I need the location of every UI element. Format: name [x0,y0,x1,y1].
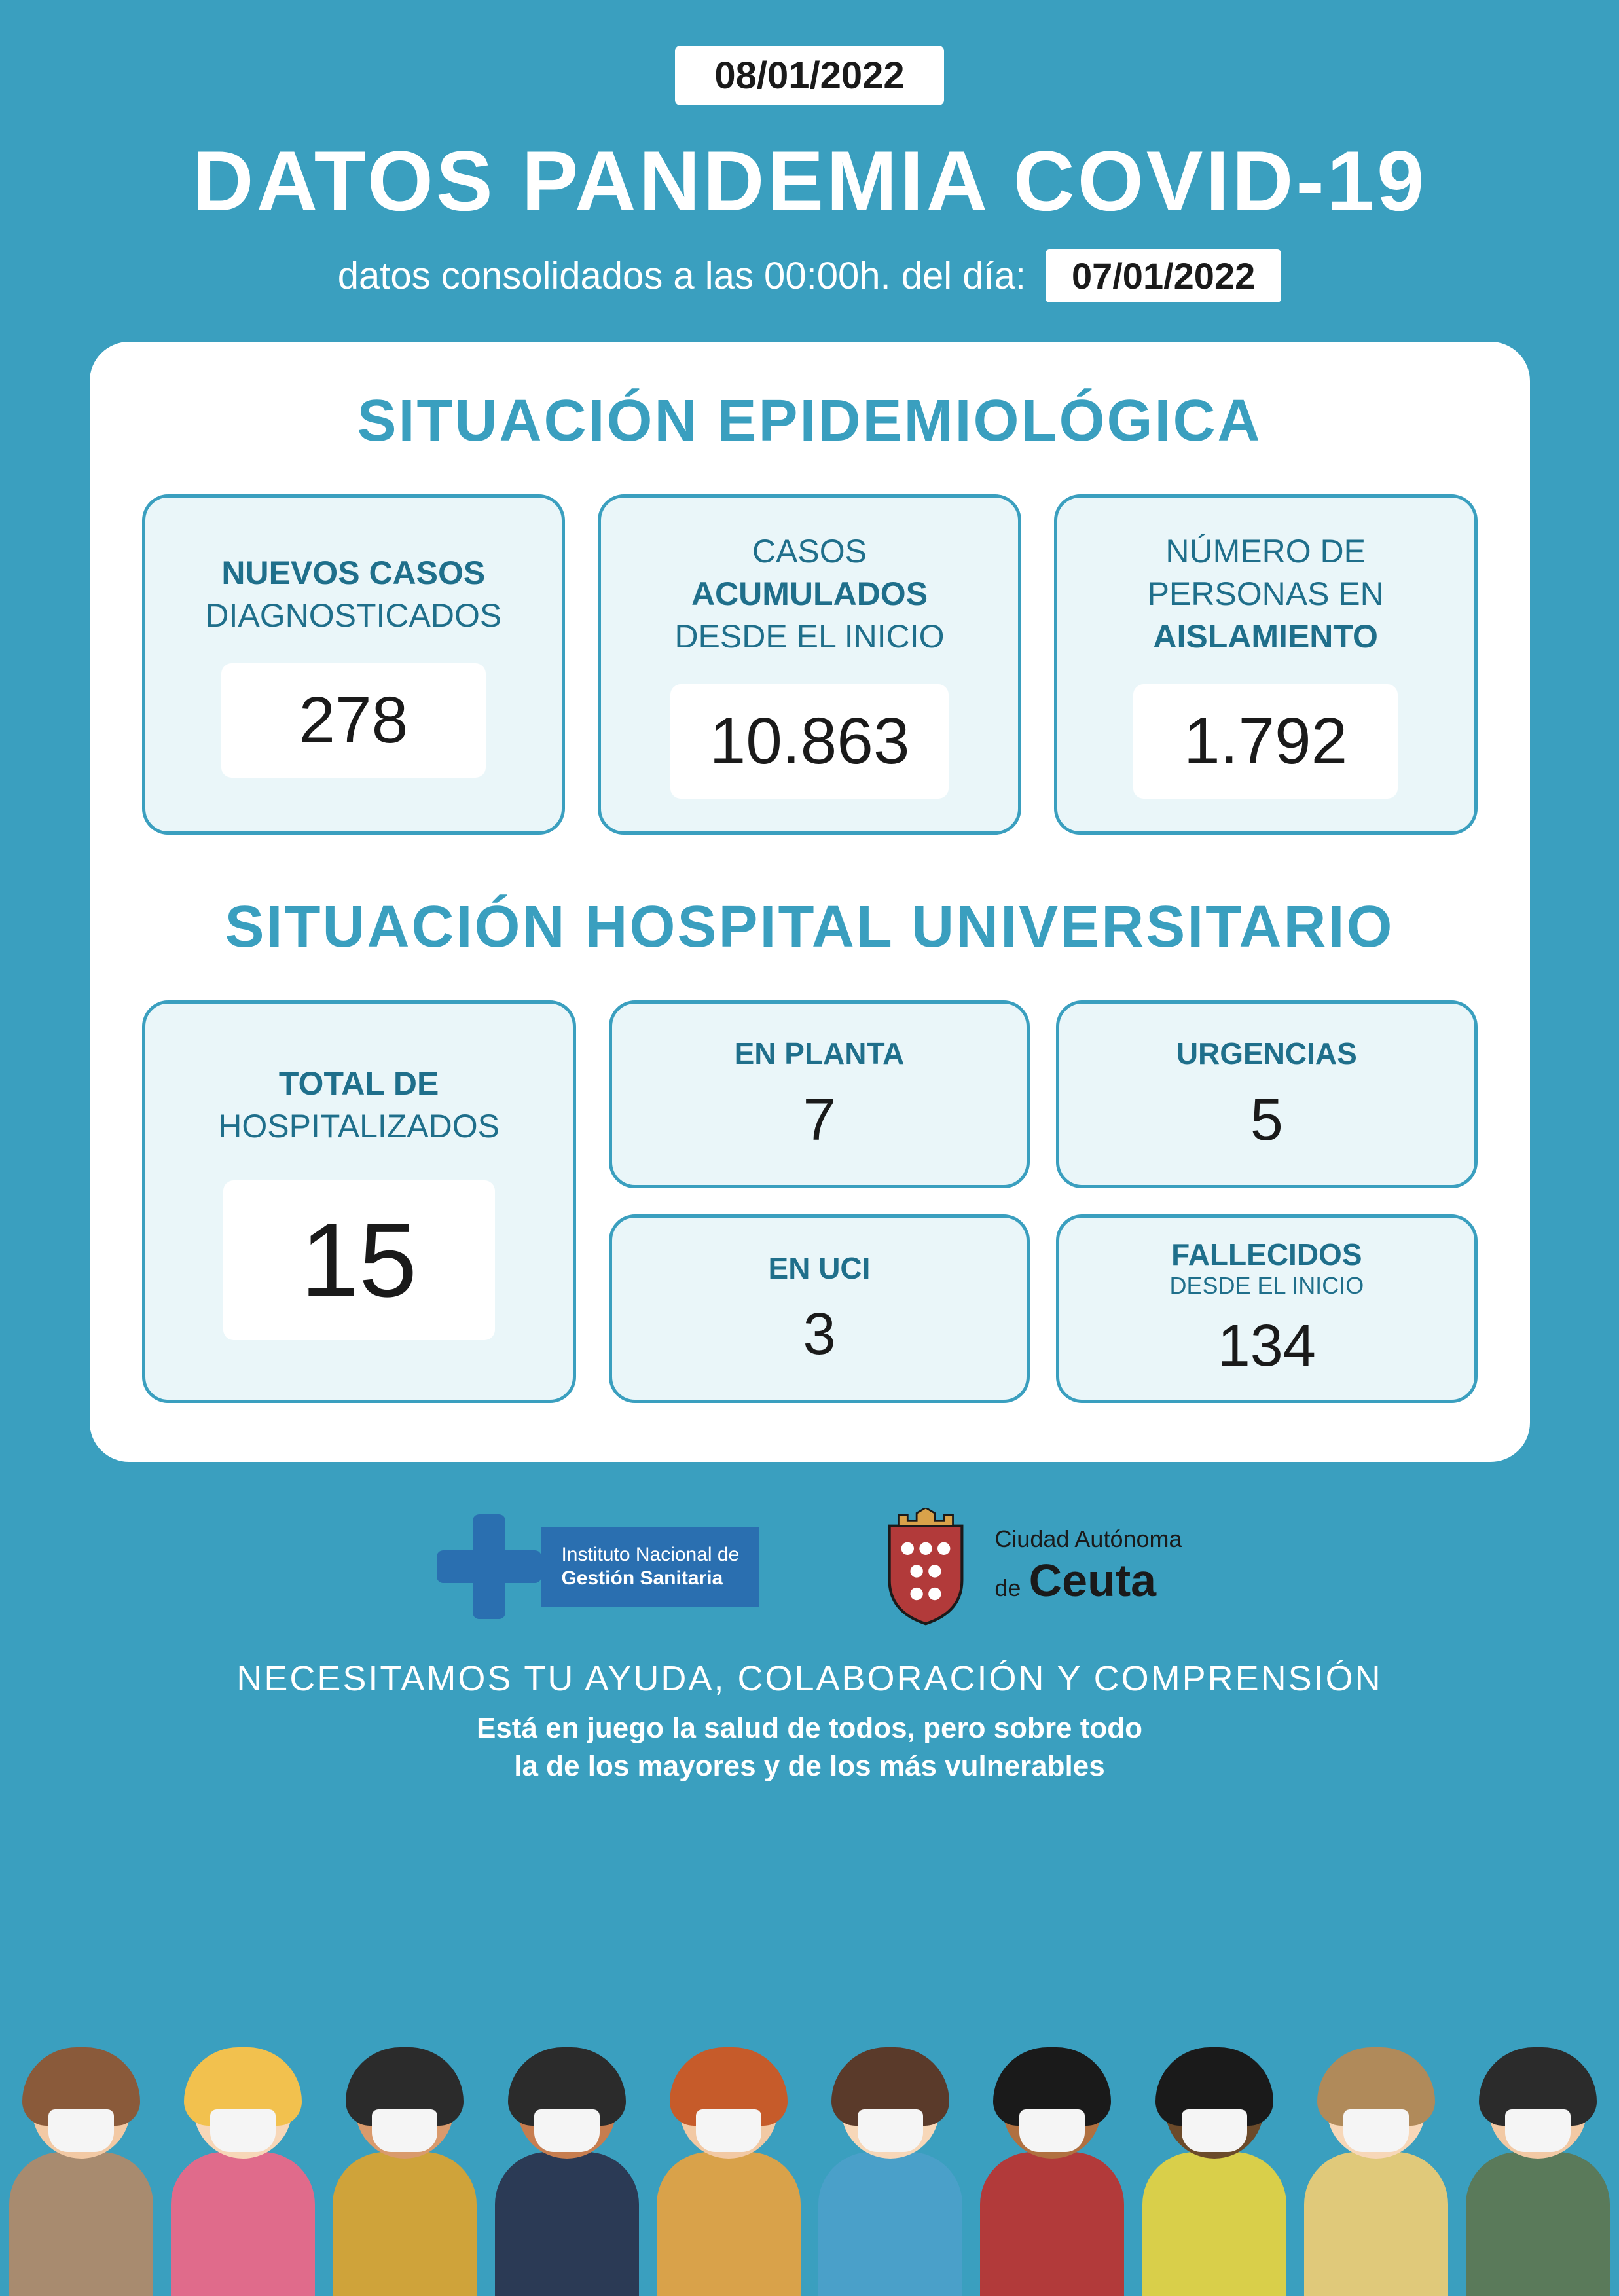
label-line: FALLECIDOS [1169,1237,1364,1272]
label-line: DESDE EL INICIO [674,615,944,658]
value-wrap: 1.792 [1133,684,1398,799]
subtitle-row: datos consolidados a las 00:00h. del día… [338,249,1281,302]
person-icon [650,2060,807,2296]
people-illustration [0,2021,1619,2296]
hosp-section-title: SITUACIÓN HOSPITAL UNIVERSITARIO [142,894,1478,961]
label-line: ACUMULADOS [674,573,944,615]
stat-value: 1.792 [1184,704,1347,778]
footer-message: NECESITAMOS TU AYUDA, COLABORACIÓN Y COM… [236,1658,1382,1783]
ceuta-de: de [994,1575,1021,1601]
value-wrap: 278 [221,663,486,778]
epi-box-aislamiento: NÚMERO DE PERSONAS EN AISLAMIENTO 1.792 [1054,494,1478,835]
hosp-box-fallecidos: FALLECIDOS DESDE EL INICIO 134 [1056,1214,1477,1402]
subtitle-text: datos consolidados a las 00:00h. del día… [338,254,1026,298]
label-line: DESDE EL INICIO [1169,1272,1364,1299]
value-wrap: 10.863 [670,684,949,799]
logo-ingesa: Instituto Nacional de Gestión Sanitaria [437,1514,759,1619]
epi-label: NUEVOS CASOS DIAGNOSTICADOS [205,552,501,637]
stat-value: 278 [299,683,408,757]
stat-value: 134 [1218,1313,1316,1380]
label-line: NÚMERO DE [1148,530,1384,573]
hosp-label: TOTAL DE HOSPITALIZADOS [218,1063,500,1148]
data-date-pill: 07/01/2022 [1046,249,1281,302]
label-line: AISLAMIENTO [1148,615,1384,658]
report-date-pill: 08/01/2022 [675,46,943,105]
stat-value: 5 [1250,1087,1283,1154]
hosp-total-col: TOTAL DE HOSPITALIZADOS 15 [142,1000,576,1403]
footer-line2: Está en juego la salud de todos, pero so… [236,1712,1382,1745]
person-icon [1459,2060,1616,2296]
label-line: PERSONAS EN [1148,573,1384,615]
ingesa-line1: Instituto Nacional de [561,1543,739,1567]
ingesa-line2: Gestión Sanitaria [561,1567,739,1590]
ceuta-shield-icon [877,1508,975,1626]
person-icon [1136,2060,1293,2296]
epi-section-title: SITUACIÓN EPIDEMIOLÓGICA [142,388,1478,455]
label-line: NUEVOS CASOS [205,552,501,594]
label-line: HOSPITALIZADOS [218,1105,500,1148]
person-icon [973,2060,1131,2296]
stat-value: 3 [803,1301,835,1368]
person-icon [326,2060,483,2296]
ceuta-text: Ciudad Autónoma de Ceuta [994,1525,1182,1608]
ingesa-cross-icon [437,1514,541,1619]
epi-label: NÚMERO DE PERSONAS EN AISLAMIENTO [1148,530,1384,658]
person-icon [1298,2060,1455,2296]
epi-row: NUEVOS CASOS DIAGNOSTICADOS 278 CASOS AC… [142,494,1478,835]
page-title: DATOS PANDEMIA COVID-19 [192,132,1427,230]
ceuta-line1: Ciudad Autónoma [994,1525,1182,1553]
person-icon [812,2060,969,2296]
hosp-box-planta: EN PLANTA 7 [609,1000,1030,1188]
ceuta-line2: de Ceuta [994,1553,1182,1608]
epi-label: CASOS ACUMULADOS DESDE EL INICIO [674,530,944,658]
label: URGENCIAS [1176,1034,1357,1074]
ingesa-text: Instituto Nacional de Gestión Sanitaria [541,1527,759,1607]
hosp-small-grid: EN PLANTA 7 URGENCIAS 5 EN UCI 3 FALLECI… [609,1000,1478,1403]
label: FALLECIDOS DESDE EL INICIO [1169,1237,1364,1299]
infographic-page: 08/01/2022 DATOS PANDEMIA COVID-19 datos… [0,0,1619,2296]
label: EN PLANTA [735,1034,905,1074]
stat-value: 7 [803,1087,835,1154]
logo-ceuta: Ciudad Autónoma de Ceuta [877,1508,1182,1626]
stat-value: 15 [300,1201,417,1319]
hosp-box-uci: EN UCI 3 [609,1214,1030,1402]
hosp-box-total: TOTAL DE HOSPITALIZADOS 15 [142,1000,576,1403]
person-icon [164,2060,321,2296]
ceuta-city: Ceuta [1029,1555,1156,1606]
label: EN UCI [769,1249,871,1288]
label-line: TOTAL DE [218,1063,500,1105]
hosp-grid: TOTAL DE HOSPITALIZADOS 15 EN PLANTA 7 U… [142,1000,1478,1403]
stat-value: 10.863 [710,704,910,778]
label-line: CASOS [674,530,944,573]
hosp-box-urgencias: URGENCIAS 5 [1056,1000,1477,1188]
value-wrap: 15 [223,1180,495,1340]
epi-box-acumulados: CASOS ACUMULADOS DESDE EL INICIO 10.863 [598,494,1021,835]
footer-line3: la de los mayores y de los más vulnerabl… [236,1750,1382,1783]
footer-line1: NECESITAMOS TU AYUDA, COLABORACIÓN Y COM… [236,1658,1382,1699]
logos-row: Instituto Nacional de Gestión Sanitaria [437,1508,1182,1626]
person-icon [488,2060,646,2296]
main-card: SITUACIÓN EPIDEMIOLÓGICA NUEVOS CASOS DI… [90,342,1530,1462]
epi-box-nuevos: NUEVOS CASOS DIAGNOSTICADOS 278 [142,494,566,835]
person-icon [3,2060,160,2296]
label-line: DIAGNOSTICADOS [205,594,501,637]
